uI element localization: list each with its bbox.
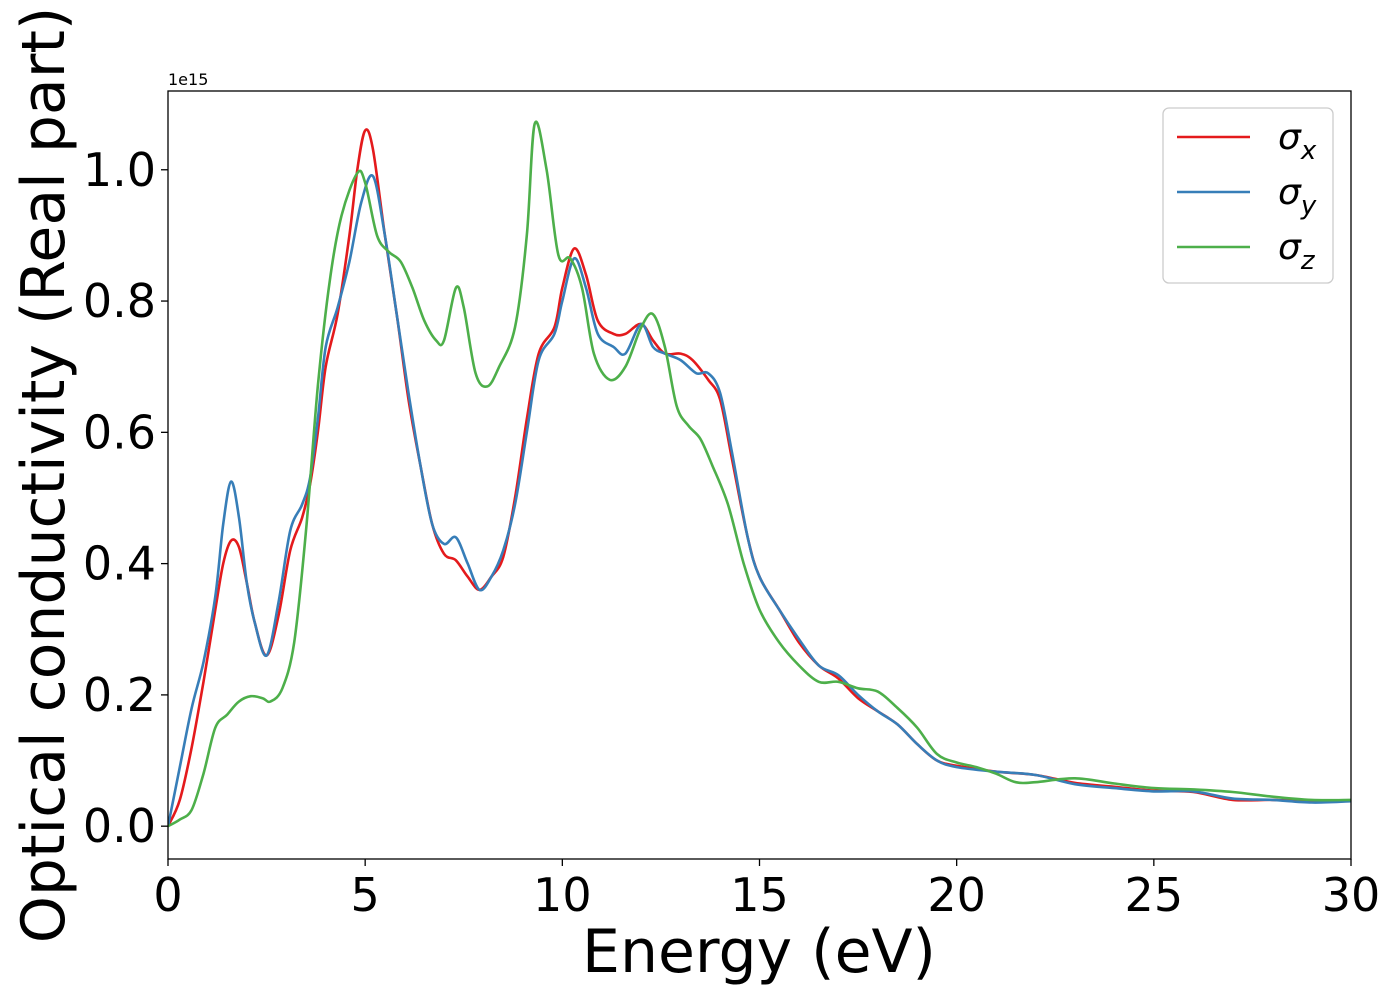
y-tick-label: 0.6 <box>83 405 156 459</box>
x-tick-label: 30 <box>1322 868 1381 922</box>
y-tick-label: 1.0 <box>83 143 156 197</box>
y-axis-offset-label: 1e15 <box>168 70 208 89</box>
x-tick-label: 20 <box>927 868 986 922</box>
legend-label-y: σy <box>1278 172 1317 221</box>
x-tick-label: 25 <box>1125 868 1184 922</box>
legend: σx σy σz <box>1162 107 1334 284</box>
series-line-y <box>168 173 1351 827</box>
legend-frame <box>1162 107 1334 284</box>
y-tick-label: 0.2 <box>83 668 156 722</box>
legend-label-z: σz <box>1278 227 1316 276</box>
legend-label-x: σx <box>1278 117 1317 166</box>
x-axis-label: Energy (eV) <box>582 917 936 987</box>
x-tick-label: 10 <box>533 868 592 922</box>
series-layer <box>168 120 1351 828</box>
x-tick-label: 5 <box>351 868 380 922</box>
series-line-z <box>168 120 1351 828</box>
x-tick-label: 0 <box>153 868 182 922</box>
y-tick-label: 0.8 <box>83 274 156 328</box>
x-tick-label: 15 <box>730 868 789 922</box>
y-tick-label: 0.0 <box>83 799 156 853</box>
x-axis-ticks: 0 5 10 15 20 25 30 <box>153 859 1380 922</box>
y-tick-label: 0.4 <box>83 537 156 591</box>
y-axis-label: Optical conductivity (Real part) <box>9 7 79 944</box>
y-axis-ticks: 0.0 0.2 0.4 0.6 0.8 1.0 <box>83 143 168 853</box>
